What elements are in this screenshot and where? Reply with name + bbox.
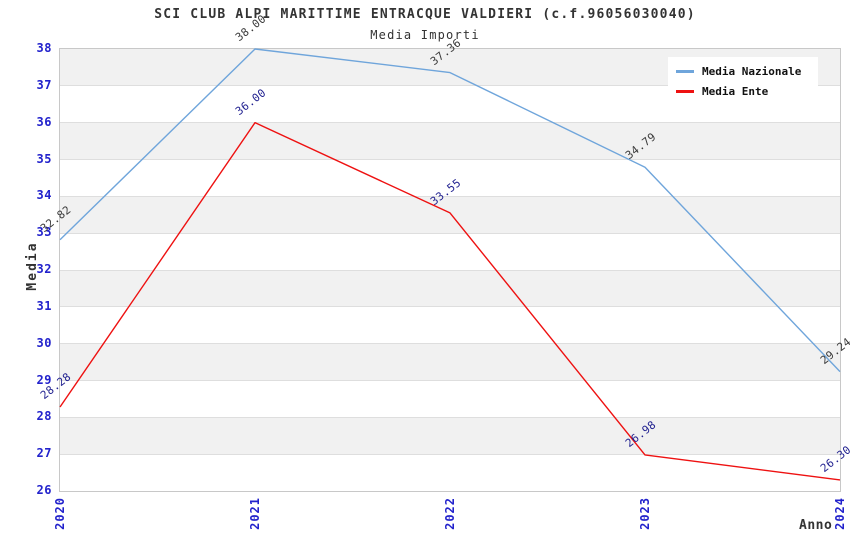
- grid-line: [60, 232, 840, 234]
- x-tick-label: 2021: [248, 497, 262, 530]
- grid-line: [60, 416, 840, 418]
- grid-band: [60, 122, 840, 160]
- y-tick-label: 32: [36, 262, 52, 276]
- grid-band: [60, 233, 840, 270]
- y-tick-label: 27: [36, 446, 52, 461]
- grid-line: [60, 269, 840, 271]
- grid-band: [60, 196, 840, 234]
- y-tick-label: 31: [36, 298, 52, 313]
- x-tick-label: 2023: [638, 497, 652, 530]
- grid-band: [60, 270, 840, 307]
- plot-area: [59, 48, 841, 492]
- y-tick-label: 38: [36, 41, 52, 55]
- y-tick-label: 33: [36, 225, 52, 240]
- legend-item-media-nazionale: Media Nazionale: [676, 64, 810, 78]
- x-tick-label: 2022: [443, 497, 457, 530]
- legend-swatch-line-icon: [676, 69, 694, 73]
- grid-band: [60, 307, 840, 344]
- y-tick-label: 30: [36, 335, 52, 350]
- y-tick-label: 26: [36, 483, 52, 497]
- y-tick-label: 36: [36, 114, 52, 129]
- x-tick-label: 2020: [53, 497, 67, 530]
- chart-title: SCI CLUB ALPI MARITTIME ENTRACQUE VALDIE…: [154, 7, 696, 22]
- grid-band: [60, 454, 840, 491]
- grid-line: [60, 453, 840, 455]
- legend-item-media-ente: Media Ente: [676, 84, 810, 98]
- grid-line: [60, 159, 840, 160]
- grid-band: [60, 417, 840, 455]
- grid-band: [60, 381, 840, 418]
- y-tick-label: 37: [36, 77, 52, 92]
- y-axis-title: Media: [25, 241, 41, 291]
- chart-subtitle: Media Importi: [370, 28, 480, 42]
- grid-line: [60, 343, 840, 345]
- y-tick-label: 29: [36, 372, 52, 387]
- legend-label: Media Nazionale: [702, 64, 802, 78]
- grid-line: [60, 380, 840, 381]
- legend: Media Nazionale Media Ente: [668, 57, 818, 105]
- grid-line: [60, 306, 840, 308]
- y-tick-label: 28: [36, 409, 52, 424]
- legend-swatch-line-icon: [676, 89, 694, 93]
- x-axis-title: Anno: [799, 518, 833, 533]
- grid-band: [60, 343, 840, 381]
- grid-line: [60, 122, 840, 124]
- legend-label: Media Ente: [702, 84, 769, 98]
- x-tick-label: 2024: [833, 497, 847, 530]
- y-tick-label: 34: [36, 188, 52, 203]
- y-tick-label: 35: [36, 151, 52, 166]
